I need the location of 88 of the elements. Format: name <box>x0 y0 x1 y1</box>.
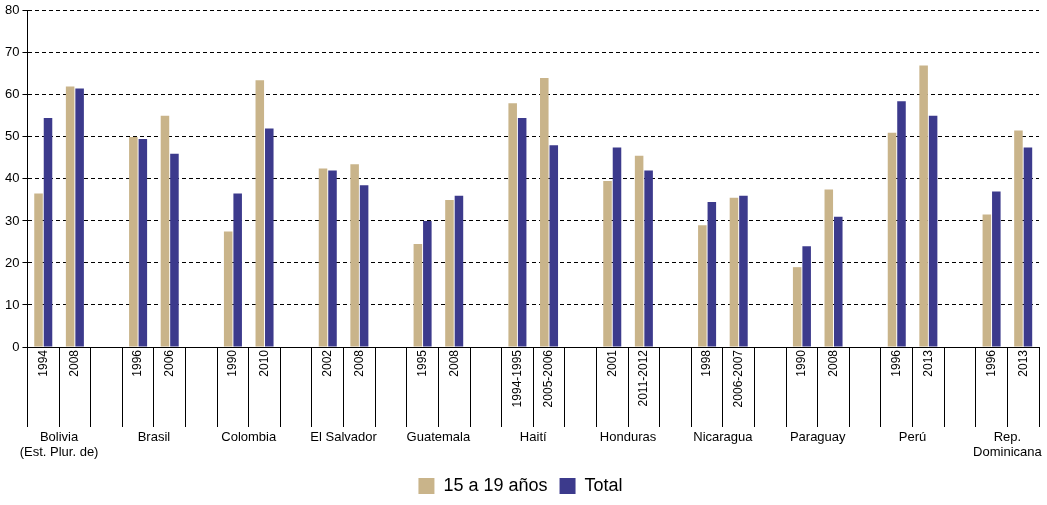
bar <box>603 181 612 347</box>
x-tick-label: 1996 <box>983 349 998 377</box>
bar <box>43 117 53 347</box>
bar <box>423 220 432 347</box>
bar <box>540 78 549 347</box>
bar <box>834 216 843 347</box>
x-tick-label: 2006 <box>162 349 177 377</box>
text: El Salvador <box>310 429 378 445</box>
text: Rep. Dominicana <box>973 429 1043 460</box>
text: Bolivia (Est. Plur. de) <box>19 429 99 460</box>
y-tick-label: 80 <box>4 2 20 18</box>
x-tick-label: 1996 <box>889 349 904 377</box>
bar <box>445 199 454 347</box>
bar <box>897 101 906 347</box>
text: Brasil <box>137 429 171 445</box>
x-tick-label: 2008 <box>825 349 840 377</box>
bar <box>928 115 938 347</box>
x-tick-label: 2008 <box>67 349 82 377</box>
bar <box>1014 130 1023 347</box>
x-tick-label: 1998 <box>699 349 714 377</box>
bar <box>255 80 265 347</box>
bar <box>138 138 148 347</box>
bar <box>233 193 242 347</box>
x-tick-label: 2011-2012 <box>636 349 651 407</box>
bar <box>160 115 170 347</box>
text: Honduras <box>599 429 657 445</box>
bar <box>992 191 1001 347</box>
bar <box>328 170 337 347</box>
text: Nicaragua <box>693 429 754 445</box>
y-tick-label: 10 <box>4 296 20 312</box>
bar <box>887 132 897 347</box>
y-tick-label: 30 <box>4 212 20 228</box>
bar <box>129 136 138 347</box>
text: Paraguay <box>789 429 847 445</box>
y-tick-label: 0 <box>12 338 20 354</box>
bar <box>1023 147 1033 347</box>
x-tick-label: 1996 <box>130 349 145 377</box>
bar <box>802 246 811 347</box>
bar <box>508 103 517 347</box>
x-tick-label: 2013 <box>1015 349 1030 377</box>
bar <box>982 214 992 347</box>
x-tick-label: 2001 <box>604 349 619 377</box>
y-tick-label: 20 <box>4 254 20 270</box>
bar <box>792 267 802 347</box>
bar <box>75 88 84 347</box>
x-tick-label: 1994 <box>35 349 50 377</box>
x-tick-label: 2013 <box>920 349 935 377</box>
x-tick-label: 1994-1995 <box>509 349 524 408</box>
bar <box>729 197 739 347</box>
text: Colombia <box>221 429 277 445</box>
bar <box>454 195 464 347</box>
bar <box>824 189 834 347</box>
bar <box>350 164 359 347</box>
bar <box>34 193 43 347</box>
y-tick-label: 40 <box>4 170 20 186</box>
text: Haití <box>519 429 547 445</box>
x-tick-label: 2008 <box>351 349 366 377</box>
bar <box>170 153 179 347</box>
x-tick-label: 2002 <box>320 349 335 377</box>
x-tick-label: 2010 <box>256 349 271 377</box>
bar <box>919 65 928 347</box>
bar <box>65 86 75 347</box>
bar <box>359 185 369 347</box>
y-tick-label: 50 <box>4 128 20 144</box>
bar <box>413 244 423 347</box>
x-tick-label: 2008 <box>446 349 461 377</box>
text: Perú <box>898 429 927 445</box>
bar <box>265 128 274 347</box>
bar <box>739 195 748 347</box>
bar <box>644 170 653 347</box>
bar <box>698 225 707 347</box>
x-tick-label: 2005-2006 <box>541 349 556 408</box>
bar <box>612 147 622 347</box>
bar <box>707 202 717 347</box>
bar <box>318 168 328 347</box>
legend-label: 15 a 19 años <box>443 474 548 495</box>
y-tick-label: 70 <box>4 44 20 60</box>
legend-label: Total <box>584 474 623 495</box>
x-tick-label: 1995 <box>414 349 429 377</box>
bar <box>517 117 527 347</box>
bar <box>634 155 644 347</box>
bar <box>223 231 233 347</box>
y-tick-label: 60 <box>4 86 20 102</box>
text: Guatemala <box>406 429 471 445</box>
x-tick-label: 1990 <box>794 349 809 377</box>
x-tick-label: 1990 <box>225 349 240 377</box>
x-tick-label: 2006-2007 <box>731 349 746 408</box>
bar <box>549 145 559 347</box>
